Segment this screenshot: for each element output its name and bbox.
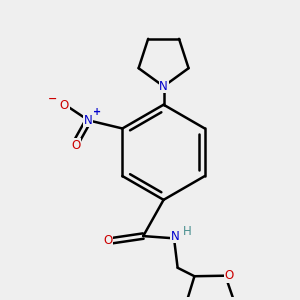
Text: N: N <box>84 114 93 127</box>
Text: +: + <box>92 107 101 117</box>
Text: O: O <box>60 99 69 112</box>
Text: H: H <box>183 225 192 238</box>
Text: O: O <box>103 234 112 247</box>
Text: −: − <box>47 94 57 104</box>
Text: O: O <box>71 139 80 152</box>
Text: O: O <box>224 269 234 282</box>
Text: N: N <box>170 230 179 243</box>
Text: N: N <box>159 80 168 93</box>
